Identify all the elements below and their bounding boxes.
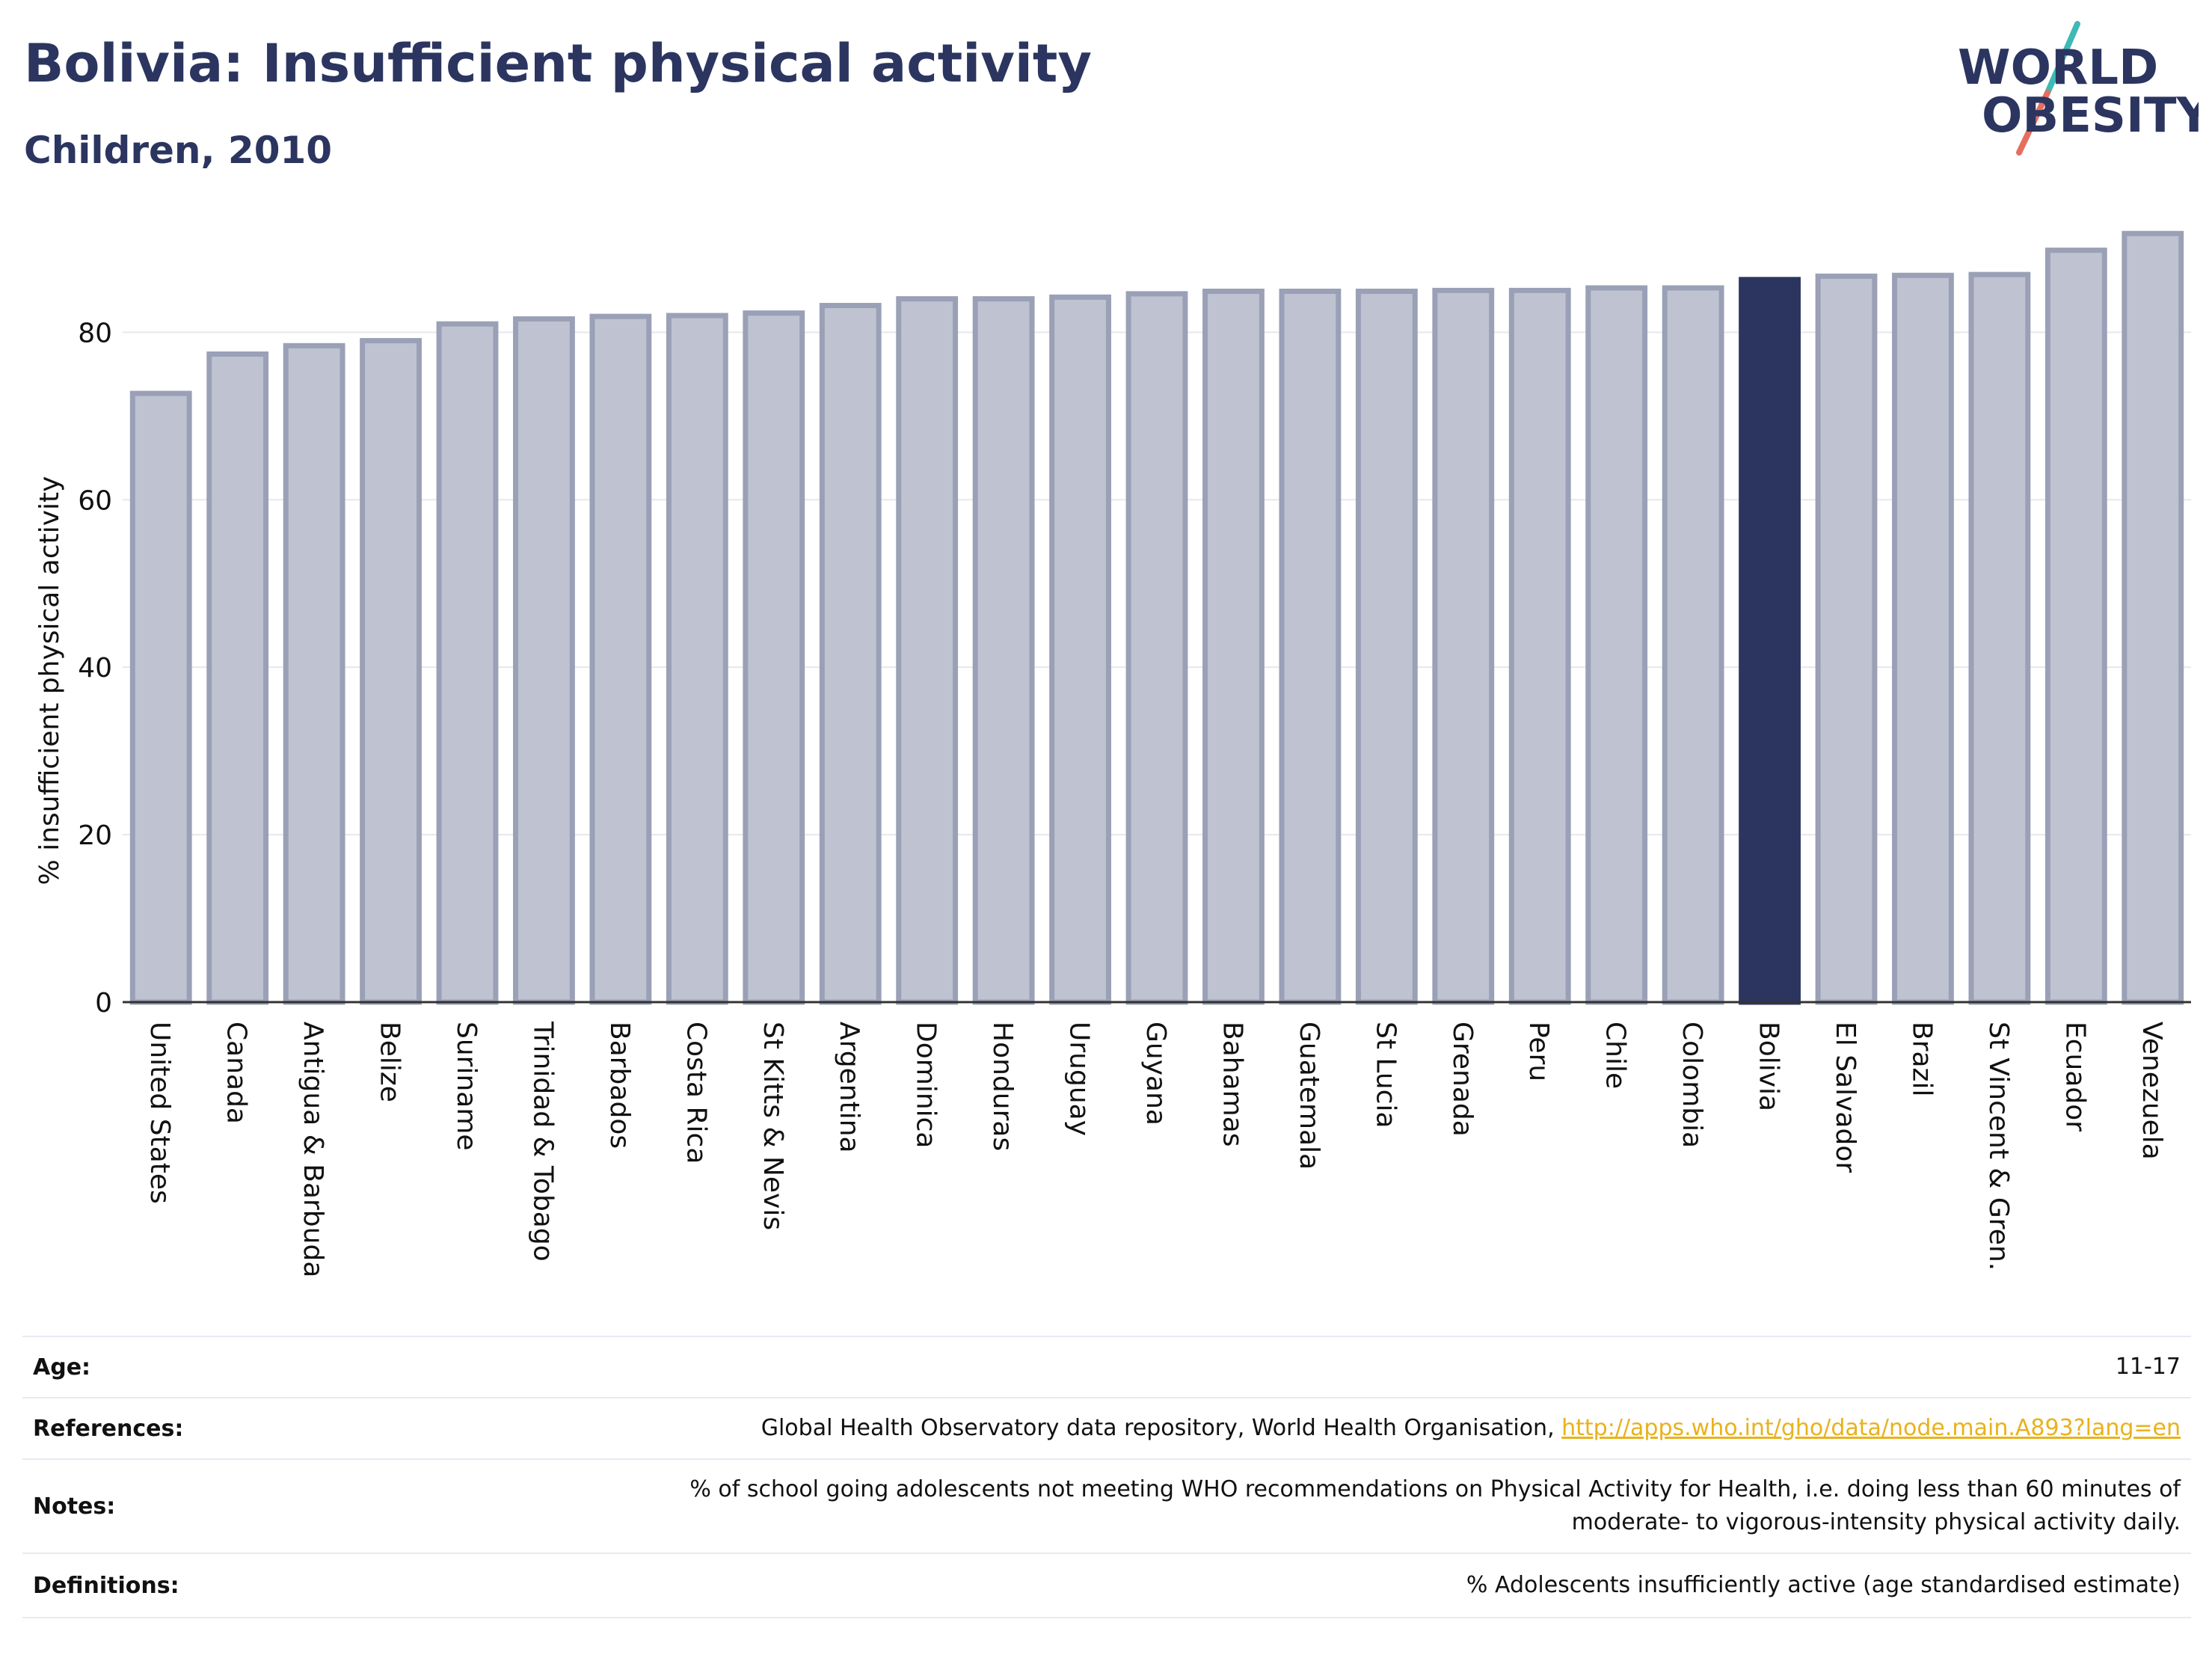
bar-highlight: [1739, 277, 1801, 1005]
x-tick-label: Venezuela: [2136, 1022, 2167, 1160]
bars: [129, 230, 2184, 1005]
bar: [589, 313, 652, 1005]
notes-line1: % of school going adolescents not meetin…: [689, 1476, 2181, 1502]
references-link[interactable]: http://apps.who.int/gho/data/node.main.A…: [1561, 1415, 2181, 1441]
y-tick-label: 80: [78, 318, 112, 348]
notes-label: Notes:: [22, 1458, 238, 1553]
bar: [360, 338, 422, 1005]
bar: [1585, 285, 1648, 1005]
page-title: Bolivia: Insufficient physical activity: [24, 33, 1092, 94]
info-row-notes: Notes: % of school going adolescents not…: [22, 1458, 2191, 1553]
notes-value: % of school going adolescents not meetin…: [238, 1458, 2191, 1553]
y-axis-label: % insufficient physical activity: [34, 476, 65, 885]
y-tick-label: 20: [78, 820, 112, 851]
y-tick-label: 40: [78, 653, 112, 684]
bar: [1508, 287, 1571, 1005]
x-tick-label: Uruguay: [1064, 1022, 1095, 1136]
x-tick-label: Bahamas: [1217, 1022, 1247, 1147]
bar: [1355, 288, 1418, 1005]
bar: [513, 316, 575, 1005]
info-table: Age: 11-17 References: Global Health Obs…: [22, 1336, 2191, 1618]
x-tick-label: Canada: [221, 1022, 252, 1124]
references-value: Global Health Observatory data repositor…: [238, 1397, 2191, 1459]
y-tick-label: 60: [78, 485, 112, 516]
x-tick-label: St Lucia: [1370, 1022, 1401, 1129]
x-tick-label: Brazil: [1906, 1022, 1937, 1096]
x-tick-label: Belize: [375, 1022, 405, 1102]
world-obesity-logo: WORLD OBESITY: [1958, 21, 2199, 156]
x-tick-label: Barbados: [604, 1022, 635, 1149]
x-tick-label: Ecuador: [2059, 1022, 2090, 1132]
bar: [819, 303, 882, 1005]
x-tick-label: Dominica: [911, 1022, 941, 1149]
logo-slash-coral: [2016, 90, 2050, 156]
bar: [1125, 291, 1188, 1005]
bar: [2122, 230, 2184, 1005]
references-label: References:: [22, 1397, 238, 1459]
bar: [1049, 294, 1111, 1005]
x-tick-label: Colombia: [1677, 1022, 1707, 1148]
logo-line2: OBESITY: [1982, 88, 2199, 144]
y-tick-label: 0: [95, 988, 112, 1019]
x-tick-label: Peru: [1523, 1022, 1554, 1081]
logo-line1: WORLD: [1958, 40, 2158, 96]
x-tick-label: St Kitts & Nevis: [758, 1022, 788, 1230]
x-tick-label: Argentina: [834, 1022, 864, 1153]
x-tick-label: El Salvador: [1830, 1022, 1861, 1173]
info-row-definitions: Definitions: % Adolescents insufficientl…: [22, 1553, 2191, 1618]
x-tick-label: Costa Rica: [681, 1022, 711, 1164]
x-tick-label: Suriname: [451, 1022, 482, 1151]
x-tick-label: Honduras: [987, 1022, 1018, 1151]
bar: [1279, 288, 1342, 1005]
page-subtitle: Children, 2010: [24, 129, 333, 172]
bar: [283, 343, 345, 1005]
age-value: 11-17: [238, 1336, 2191, 1398]
bar: [436, 321, 499, 1005]
notes-line2: moderate- to vigorous-intensity physical…: [1571, 1509, 2181, 1535]
x-tick-label: United States: [144, 1022, 175, 1204]
x-tick-label: Grenada: [1447, 1022, 1478, 1137]
bar: [129, 390, 192, 1005]
bar: [743, 310, 805, 1005]
bar: [972, 296, 1035, 1005]
bar: [1892, 272, 1954, 1005]
bar: [1202, 288, 1265, 1005]
info-row-age: Age: 11-17: [22, 1336, 2191, 1398]
x-tick-label: Bolivia: [1754, 1022, 1784, 1111]
definitions-value: % Adolescents insufficiently active (age…: [238, 1553, 2191, 1618]
info-row-references: References: Global Health Observatory da…: [22, 1397, 2191, 1459]
x-tick-labels: United States Canada Antigua & Barbuda Beli…: [144, 1021, 2167, 1277]
references-text: Global Health Observatory data repositor…: [761, 1415, 1562, 1441]
logo-slash-teal: [2044, 21, 2080, 96]
bar: [1662, 285, 1724, 1005]
x-tick-label: Trinidad & Tobago: [527, 1021, 558, 1262]
bar: [206, 351, 269, 1005]
bar: [1968, 271, 2031, 1005]
x-tick-label: Chile: [1600, 1022, 1631, 1089]
bar-chart: 0 20 40 60 80 United States Canada Antigua & B…: [34, 230, 2191, 1277]
bar: [1432, 287, 1495, 1005]
bar: [2044, 248, 2107, 1005]
x-tick-label: St Vincent & Gren.: [1983, 1022, 2014, 1271]
definitions-label: Definitions:: [22, 1553, 238, 1618]
x-tick-label: Guatemala: [1294, 1022, 1324, 1170]
x-tick-label: Guyana: [1140, 1022, 1171, 1126]
bar: [1815, 273, 1878, 1005]
x-tick-label: Antigua & Barbuda: [298, 1022, 328, 1277]
bar: [896, 296, 959, 1005]
bar: [666, 313, 728, 1005]
age-label: Age:: [22, 1336, 238, 1398]
y-tick-labels: 0 20 40 60 80: [78, 318, 112, 1019]
